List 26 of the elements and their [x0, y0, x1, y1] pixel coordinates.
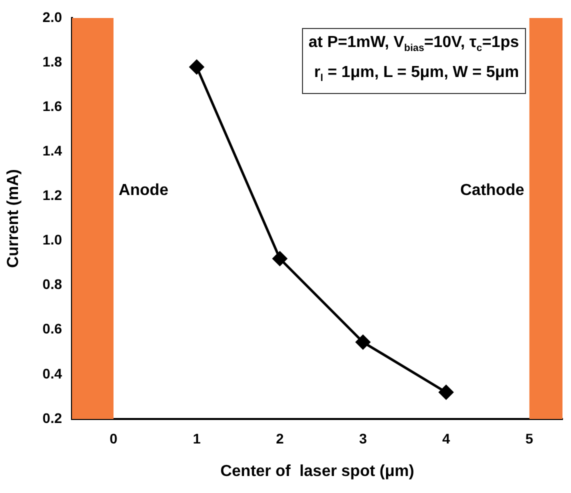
point [356, 334, 370, 350]
x-tick-label: 1 [192, 430, 201, 446]
y-tick-label: 0.8 [42, 276, 62, 292]
y-tick-label: 1.0 [42, 232, 62, 248]
annotation: r$_{l}$ = 1μm, L = 5μm, W = 5μm [313, 63, 519, 86]
x-tick-label: 0 [110, 430, 118, 446]
point [438, 385, 454, 400]
y-tick-label: 1.6 [42, 98, 62, 114]
band-label: Anode [118, 182, 168, 199]
y-tick-label: 1.8 [42, 53, 62, 70]
x-axis-title: Center of laser spot (μm) [220, 462, 414, 480]
y-tick-label: 1.2 [42, 187, 62, 204]
annotation: at P=1mW, V$_{bias}$=10V, τ$_{c}$=1ps [308, 33, 519, 56]
x-tick-label: 2 [276, 430, 284, 446]
y-tick-label: 0.2 [42, 410, 62, 426]
y-tick-label: 0.6 [42, 320, 62, 337]
point [272, 251, 288, 266]
band-label: Cathode [460, 182, 524, 199]
y-tick-label: 0.4 [42, 365, 62, 382]
x-tick-label: 4 [442, 430, 450, 446]
y-tick-label: 1.4 [42, 142, 62, 159]
x-tick-label: 3 [359, 430, 368, 446]
y-axis-title: Current (mA) [5, 169, 22, 268]
x-tick-label: 5 [525, 430, 534, 446]
y-tick-label: 2.0 [42, 8, 62, 25]
point [189, 60, 204, 74]
